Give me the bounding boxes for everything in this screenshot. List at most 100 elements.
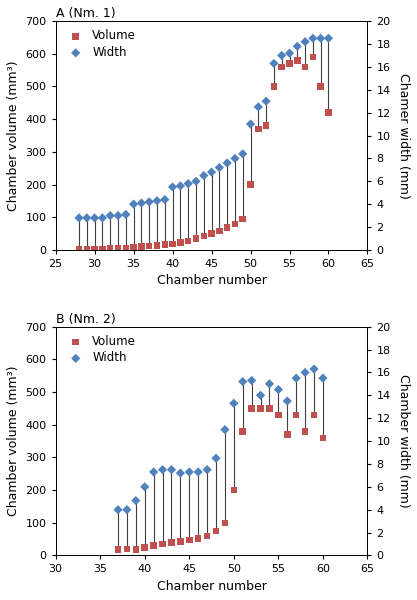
Volume bbox=[201, 232, 207, 241]
Width bbox=[130, 199, 137, 209]
Volume bbox=[123, 544, 130, 554]
Volume bbox=[284, 430, 291, 439]
Width bbox=[161, 195, 168, 205]
Width bbox=[302, 368, 309, 377]
Volume bbox=[208, 229, 215, 238]
Volume bbox=[186, 535, 193, 545]
Volume bbox=[279, 62, 285, 71]
Volume bbox=[169, 239, 176, 249]
Width bbox=[257, 391, 264, 400]
Volume bbox=[150, 541, 157, 550]
Width bbox=[133, 496, 139, 505]
Volume bbox=[224, 223, 231, 232]
Width bbox=[279, 50, 285, 60]
Volume bbox=[161, 240, 168, 250]
Width bbox=[177, 181, 184, 191]
Volume bbox=[247, 180, 254, 190]
Volume bbox=[115, 545, 121, 554]
Width bbox=[239, 377, 246, 386]
Width bbox=[224, 158, 231, 168]
Width bbox=[302, 37, 309, 47]
Volume bbox=[204, 531, 211, 541]
Volume bbox=[76, 244, 83, 254]
Y-axis label: Chamber volume (mm³): Chamber volume (mm³) bbox=[7, 366, 20, 517]
Volume bbox=[153, 241, 160, 250]
Width bbox=[168, 465, 175, 475]
Volume bbox=[99, 244, 106, 254]
Volume bbox=[123, 243, 129, 253]
Volume bbox=[115, 244, 121, 253]
Width bbox=[293, 373, 299, 383]
X-axis label: Chamber number: Chamber number bbox=[157, 580, 266, 593]
Width bbox=[311, 364, 317, 374]
Width bbox=[99, 213, 106, 223]
Volume bbox=[185, 236, 191, 245]
Y-axis label: Chamber width (mm): Chamber width (mm) bbox=[397, 374, 410, 508]
Width bbox=[76, 213, 83, 223]
Width bbox=[266, 379, 273, 389]
Width bbox=[83, 213, 90, 223]
Volume bbox=[257, 404, 264, 413]
Width bbox=[115, 505, 121, 515]
Volume bbox=[177, 537, 184, 547]
Width bbox=[150, 467, 157, 477]
Volume bbox=[130, 242, 137, 252]
Width bbox=[325, 34, 332, 43]
Width bbox=[185, 179, 191, 188]
Volume bbox=[107, 244, 113, 253]
Width bbox=[221, 425, 228, 434]
Width bbox=[247, 119, 254, 129]
Volume bbox=[248, 404, 255, 413]
Width bbox=[159, 465, 166, 475]
Volume bbox=[263, 121, 269, 131]
Width bbox=[255, 102, 261, 112]
Width bbox=[123, 505, 130, 515]
Volume bbox=[83, 244, 90, 254]
Width bbox=[107, 211, 113, 220]
Width bbox=[146, 197, 153, 206]
Volume bbox=[294, 56, 301, 65]
Volume bbox=[325, 108, 332, 118]
Volume bbox=[255, 124, 261, 134]
Width bbox=[193, 176, 199, 186]
Width bbox=[319, 373, 326, 383]
Width bbox=[195, 467, 201, 477]
Width bbox=[239, 149, 246, 158]
Width bbox=[204, 465, 211, 475]
Volume bbox=[302, 427, 309, 436]
Width bbox=[153, 196, 160, 206]
Width bbox=[231, 398, 237, 408]
Width bbox=[231, 154, 238, 163]
Volume bbox=[159, 539, 166, 549]
Width bbox=[213, 454, 219, 463]
Volume bbox=[309, 52, 316, 62]
Width bbox=[138, 198, 145, 208]
Volume bbox=[138, 242, 145, 251]
Volume bbox=[266, 404, 273, 413]
Width bbox=[216, 163, 223, 172]
Volume bbox=[231, 219, 238, 229]
Volume bbox=[213, 526, 219, 536]
Width bbox=[317, 34, 324, 43]
Volume bbox=[221, 518, 228, 527]
Width bbox=[271, 59, 277, 68]
Width bbox=[248, 376, 255, 385]
Volume bbox=[319, 433, 326, 443]
Y-axis label: Chamer width (mm): Chamer width (mm) bbox=[397, 73, 410, 199]
Width bbox=[91, 213, 98, 223]
Width bbox=[201, 171, 207, 181]
Volume bbox=[275, 410, 282, 420]
Width bbox=[275, 385, 282, 394]
Volume bbox=[271, 82, 277, 91]
X-axis label: Chamber number: Chamber number bbox=[157, 275, 266, 287]
Text: B (Nm. 2): B (Nm. 2) bbox=[55, 313, 116, 325]
Width bbox=[169, 182, 176, 192]
Volume bbox=[239, 214, 246, 224]
Width bbox=[177, 469, 184, 478]
Volume bbox=[168, 538, 175, 547]
Width bbox=[294, 41, 301, 51]
Volume bbox=[141, 542, 148, 552]
Legend: Volume, Width: Volume, Width bbox=[62, 27, 138, 61]
Volume bbox=[91, 244, 98, 254]
Volume bbox=[317, 82, 324, 91]
